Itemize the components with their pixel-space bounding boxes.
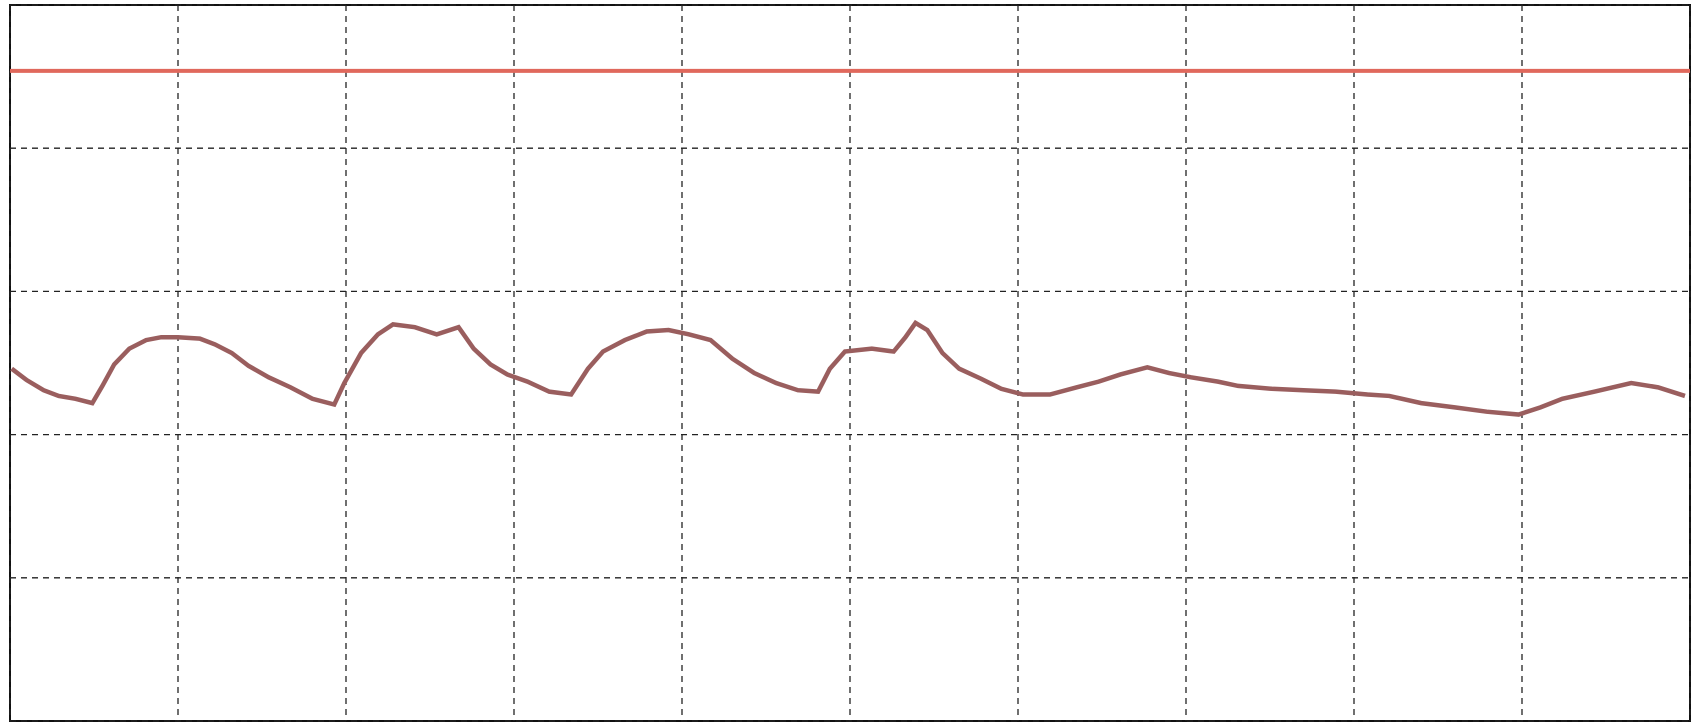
- series-line: [10, 319, 1686, 417]
